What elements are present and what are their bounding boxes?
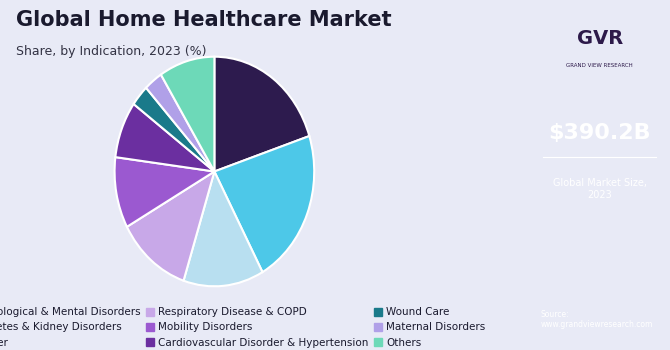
Wedge shape <box>214 57 310 172</box>
Wedge shape <box>146 75 214 172</box>
Wedge shape <box>127 172 214 281</box>
Wedge shape <box>115 104 214 172</box>
Text: $390.2B: $390.2B <box>548 123 651 143</box>
Wedge shape <box>214 136 314 272</box>
Wedge shape <box>115 157 214 227</box>
Wedge shape <box>184 172 263 286</box>
Text: GRAND VIEW RESEARCH: GRAND VIEW RESEARCH <box>566 63 633 68</box>
Text: Share, by Indication, 2023 (%): Share, by Indication, 2023 (%) <box>16 46 206 58</box>
Text: GVR: GVR <box>576 29 623 48</box>
Wedge shape <box>161 57 214 172</box>
Wedge shape <box>133 88 214 172</box>
Legend: Neurological & Mental Disorders, Diabetes & Kidney Disorders, Cancer, Respirator: Neurological & Mental Disorders, Diabete… <box>0 303 490 350</box>
Text: Global Home Healthcare Market: Global Home Healthcare Market <box>16 10 391 30</box>
Text: Source:
www.grandviewresearch.com: Source: www.grandviewresearch.com <box>541 310 653 329</box>
Text: Global Market Size,
2023: Global Market Size, 2023 <box>553 178 647 200</box>
